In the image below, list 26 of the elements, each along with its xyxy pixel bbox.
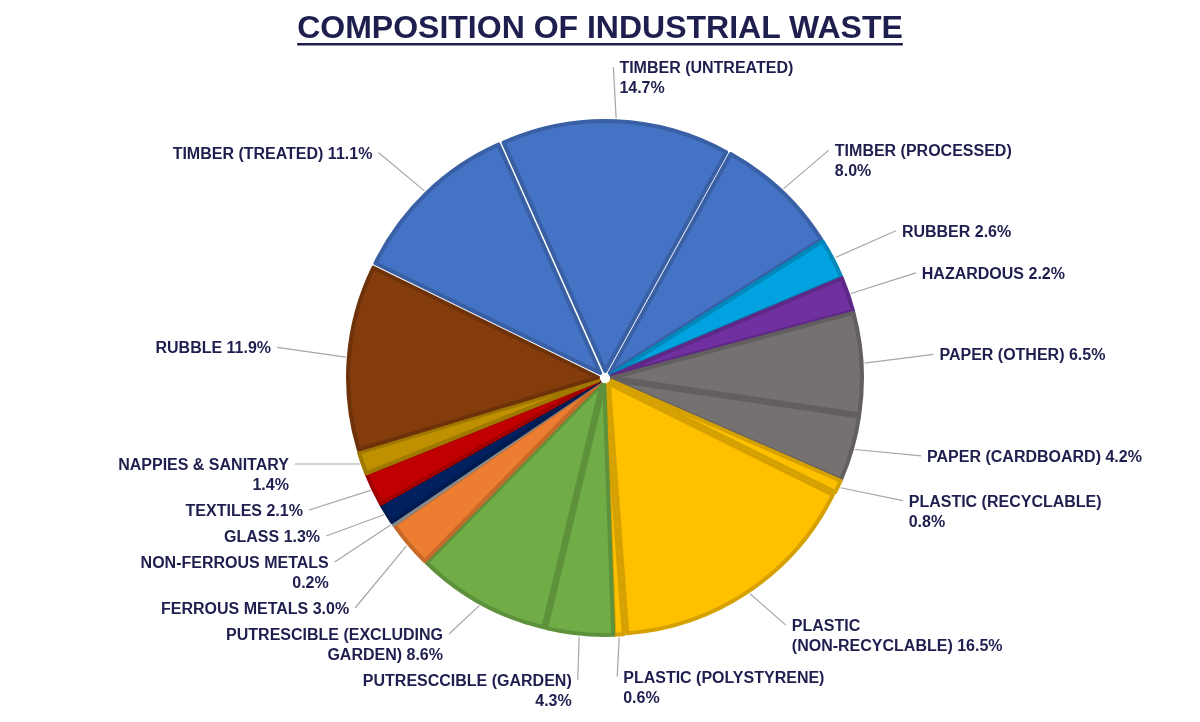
data-label: 0.6% [623, 688, 660, 706]
slice-label: PUTRESCIBLE (EXCLUDING GARDEN) 8.6% [226, 626, 443, 663]
data-label: 4.3% [535, 692, 572, 709]
slice-label: PLASTIC (RECYCLABLE) [908, 492, 1102, 510]
slice-label: RUBBLE 11.9% [155, 339, 272, 357]
data-label: 14.7% [619, 79, 665, 97]
slice-label: PUTRESCCIBLE (GARDEN) [362, 672, 572, 689]
slice-label: PLASTIC (POLYSTYRENE) [623, 668, 825, 686]
slice-label: PAPER (CARDBOARD) 4.2% [927, 447, 1142, 465]
chart-title: COMPOSITION OF INDUSTRIAL WASTE [297, 9, 903, 45]
slice-label: PLASTIC (NON-RECYCLABLE) 16.5% [791, 617, 1003, 655]
slice-label: PAPER (OTHER) 6.5% [939, 346, 1106, 364]
slice-label: GLASS 1.3% [224, 528, 321, 545]
data-label: 8.0% [834, 162, 872, 180]
slice-label: TEXTILES 2.1% [185, 502, 303, 519]
slice-label: TIMBER (PROCESSED) [834, 142, 1012, 160]
slice-label: TIMBER (TREATED) 11.1% [172, 144, 373, 162]
slice-label: FERROUS METALS 3.0% [160, 600, 350, 617]
slice-label: RUBBER 2.6% [901, 222, 1012, 240]
slice-label: NON-FERROUS METALS [140, 554, 330, 571]
data-label: 0.2% [292, 574, 329, 591]
slice-label: NAPPIES & SANITARY [118, 456, 290, 473]
slice-label: TIMBER (UNTREATED) [619, 59, 794, 77]
data-label: 0.8% [908, 512, 946, 530]
data-label: 1.4% [252, 476, 289, 493]
slice-label: HAZARDOUS 2.2% [921, 264, 1065, 282]
